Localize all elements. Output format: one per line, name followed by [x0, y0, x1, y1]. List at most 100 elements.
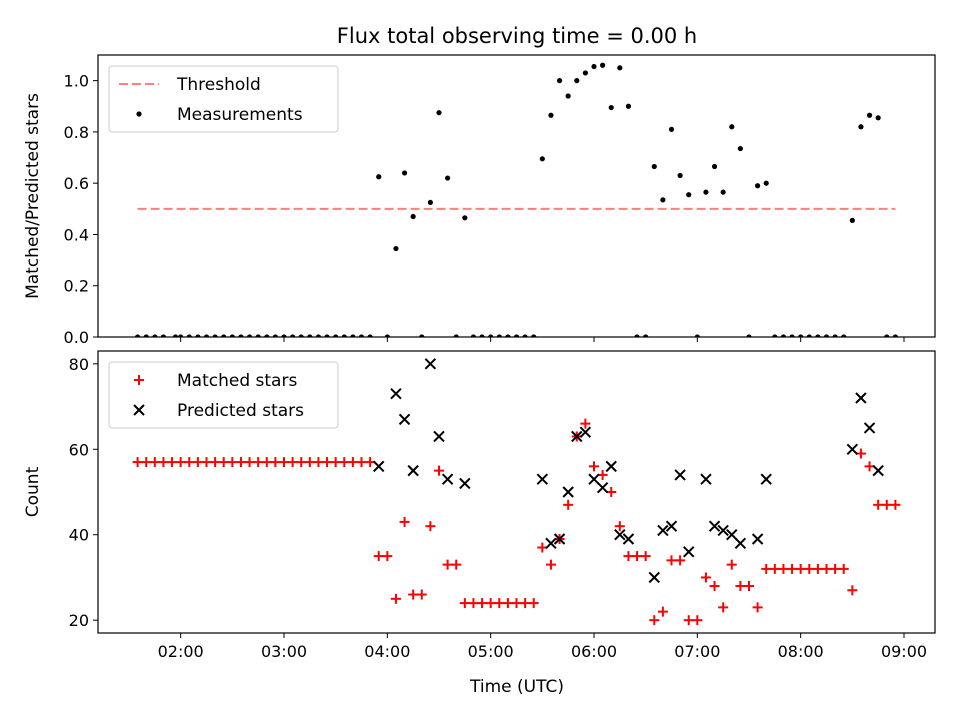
plot-area [132, 358, 901, 626]
matched-stars-point [244, 457, 255, 468]
predicted-stars-point [571, 430, 583, 443]
matched-stars-point [304, 457, 315, 468]
y-axis-label: Count [23, 466, 43, 517]
measurements-point [367, 334, 373, 337]
matched-stars-point [735, 581, 746, 591]
measurements-point [281, 334, 287, 337]
predicted-stars-point [459, 477, 471, 490]
legend-marker [133, 404, 145, 416]
x-tick-label: 09:00 [881, 642, 927, 661]
predicted-stars-point [545, 537, 557, 549]
matched-stars-point [563, 499, 574, 510]
measurements-point [780, 334, 787, 337]
predicted-stars-point [674, 469, 686, 481]
measurements-point [746, 334, 752, 337]
measurements-point [272, 334, 278, 337]
matched-stars-point [382, 551, 393, 562]
measurements-point [755, 183, 761, 189]
y-tick-label: 0.0 [64, 328, 89, 347]
matched-stars-point [408, 589, 419, 600]
measurements-point [255, 334, 261, 337]
predicted-stars-point [596, 482, 609, 494]
matched-stars-point [821, 563, 832, 574]
matched-stars-point [890, 499, 901, 510]
measurements-point [350, 334, 356, 337]
legend-frame [108, 65, 339, 133]
measurements-point [229, 334, 235, 337]
measurements-point [643, 334, 649, 337]
measurements-point [341, 334, 347, 337]
measurements-point [866, 112, 873, 118]
measurements-point [488, 334, 494, 337]
measurements-point [479, 334, 485, 337]
predicted-stars-point [726, 529, 738, 541]
measurements-point [453, 334, 459, 337]
measurements-point [539, 156, 545, 162]
measurements-point [238, 334, 244, 337]
matched-stars-point [700, 572, 711, 583]
measurements-point [591, 63, 597, 70]
matched-stars-point [442, 559, 453, 570]
matched-stars-point [683, 615, 694, 626]
predicted-stars-point [398, 413, 411, 426]
predicted-stars-point [665, 520, 678, 532]
predicted-stars-point [605, 460, 617, 473]
matched-stars-point [795, 563, 806, 574]
measurements-point [841, 334, 847, 337]
top-panel: 0.0 0.2 0.4 0.6 0.8 1.0 Matched/Predicted star… [23, 54, 936, 347]
measurements-point [264, 334, 270, 337]
predicted-stars-point [734, 537, 747, 549]
matched-stars-point [477, 598, 488, 609]
measurements-point [333, 334, 339, 337]
matched-stars-point [709, 581, 720, 591]
plot-area [135, 62, 898, 337]
matched-stars-point [778, 563, 789, 574]
y-tick-label: 1.0 [64, 72, 89, 91]
measurements-point [600, 62, 606, 68]
measurements-point [172, 334, 179, 337]
matched-stars-point [528, 598, 539, 609]
measurements-point [608, 104, 614, 111]
measurements-point [419, 334, 425, 337]
measurements-point [892, 334, 898, 337]
measurements-point [246, 334, 253, 337]
matched-stars-point [502, 598, 513, 609]
matched-stars-point [718, 602, 729, 613]
measurements-point [556, 78, 563, 84]
matched-stars-point [881, 499, 892, 510]
measurements-point [798, 334, 804, 337]
matched-stars-point [158, 457, 169, 468]
matched-stars-point [434, 465, 444, 476]
matched-stars-point [580, 418, 591, 429]
matched-stars-point [640, 551, 651, 562]
matched-stars-point [141, 457, 152, 468]
legend-label: Threshold [176, 75, 261, 95]
measurements-point [436, 110, 442, 116]
measurements-point [832, 334, 838, 337]
measurements-point [711, 163, 718, 170]
matched-stars-point [279, 457, 289, 468]
measurements-point [617, 65, 623, 71]
measurements-point [427, 199, 433, 206]
matched-stars-point [649, 615, 660, 626]
matched-stars-point [769, 563, 780, 574]
measurements-point [401, 170, 408, 176]
measurements-point [315, 334, 322, 337]
y-tick-label: 0.6 [64, 174, 89, 193]
measurements-point [823, 334, 830, 337]
y-tick-label: 40 [69, 526, 89, 545]
matched-stars-point [175, 457, 186, 468]
measurements-point [737, 145, 743, 152]
measurements-point [410, 213, 416, 220]
matched-stars-point [830, 563, 841, 574]
matched-stars-point [804, 563, 815, 574]
legend-label: Predicted stars [177, 401, 304, 421]
measurements-point [789, 334, 795, 337]
measurements-point [634, 334, 640, 337]
matched-stars-point [692, 615, 703, 626]
measurements-point [548, 112, 554, 118]
x-tick-label: 03:00 [261, 642, 307, 661]
y-tick-label: 60 [69, 440, 89, 459]
